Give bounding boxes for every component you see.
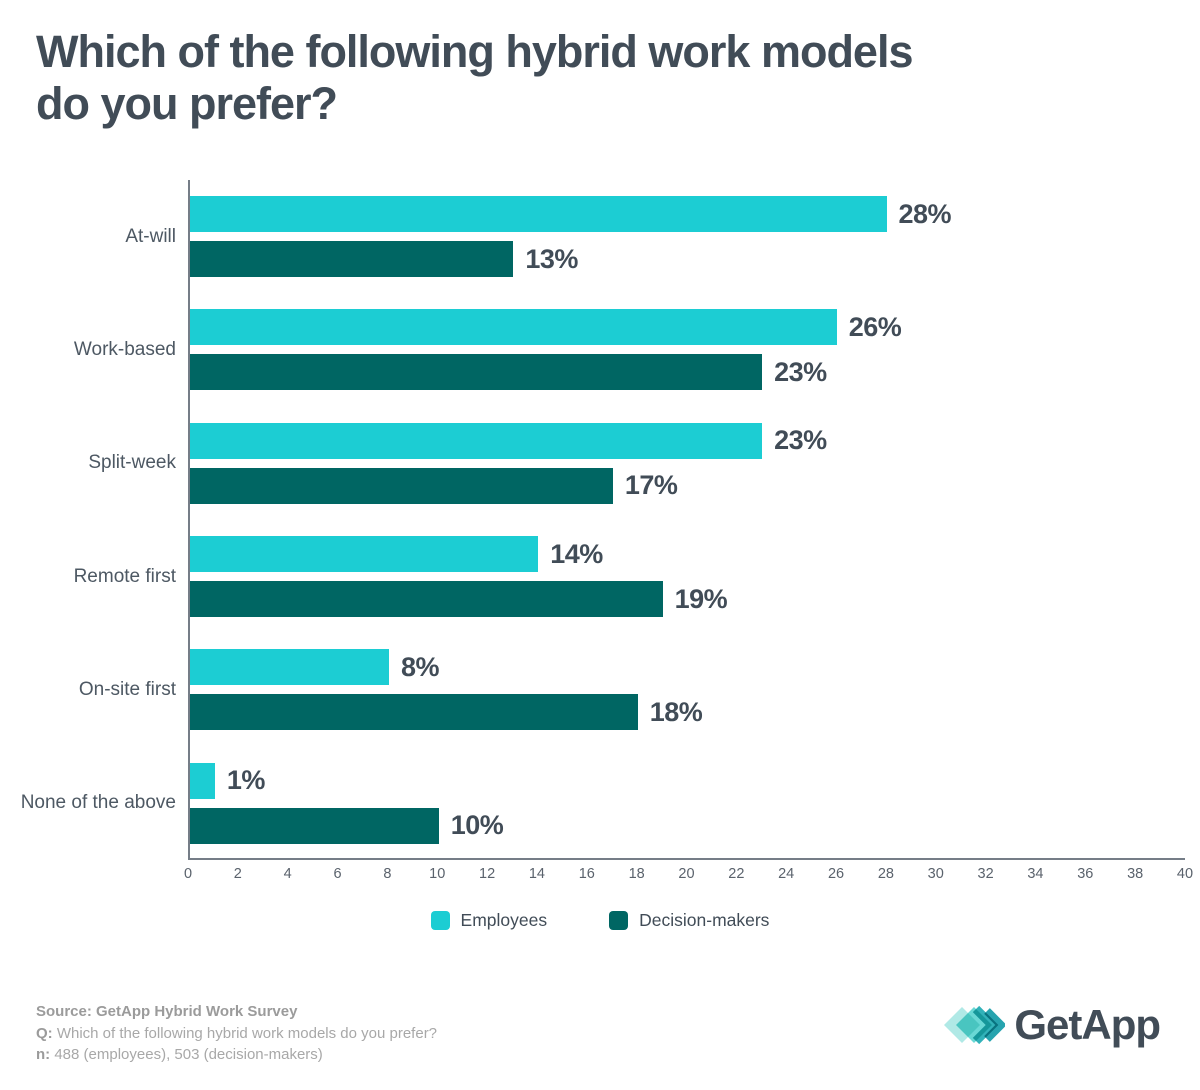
legend-item-employees: Employees xyxy=(430,910,548,931)
x-tick-label: 22 xyxy=(728,866,745,882)
bar-row: 13% xyxy=(190,241,1185,278)
x-tick-label: 40 xyxy=(1176,866,1194,882)
plot-area: 28% 13% 26% 23% 23% 17% 14% 19% 8% 18% 1% 10% xyxy=(188,180,1185,860)
bar-value-label: 14% xyxy=(550,538,603,569)
bar-group: 14% 19% xyxy=(190,520,1185,633)
footer-n-label: n: xyxy=(36,1046,51,1063)
bar-value-label: 18% xyxy=(649,696,703,727)
legend-swatch xyxy=(430,911,450,930)
bar-employees xyxy=(190,649,389,686)
category-label: Work-based xyxy=(73,338,176,360)
bar-row: 17% xyxy=(190,467,1185,504)
bar-value-label: 17% xyxy=(624,470,678,501)
bar-employees xyxy=(190,309,837,346)
category-label: On-site first xyxy=(78,678,176,700)
footer-source-line: Source: GetApp Hybrid Work Survey xyxy=(36,1001,437,1023)
legend-label: Decision-makers xyxy=(639,910,770,930)
bar-group: 26% 23% xyxy=(190,293,1185,406)
legend-swatch xyxy=(609,911,629,930)
footer-question-line: Q: Which of the following hybrid work mo… xyxy=(36,1023,437,1045)
bar-group: 1% 10% xyxy=(190,747,1185,860)
x-tick-label: 30 xyxy=(927,866,944,882)
x-tick-label: 16 xyxy=(578,866,595,882)
footer-q-label: Q: xyxy=(36,1024,53,1042)
bar-value-label: 13% xyxy=(525,243,578,274)
bar-value-label: 10% xyxy=(450,810,504,841)
category-labels: At-will Work-based Split-week Remote first O… xyxy=(0,180,176,860)
bar-row: 23% xyxy=(190,354,1185,391)
bar-value-label: 1% xyxy=(226,765,266,796)
getapp-logo: GetApp xyxy=(943,1000,1161,1050)
bar-value-label: 23% xyxy=(774,425,827,456)
bar-employees xyxy=(190,422,763,459)
x-tick-label: 12 xyxy=(479,866,496,882)
x-tick-label: 32 xyxy=(977,866,994,882)
x-tick-label: 4 xyxy=(283,866,292,882)
bar-decision-makers xyxy=(190,354,763,391)
footer-n-text: 488 (employees), 503 (decision-makers) xyxy=(54,1046,323,1063)
x-tick-label: 8 xyxy=(383,866,392,882)
footer-sample-line: n: 488 (employees), 503 (decision-makers… xyxy=(36,1044,437,1066)
getapp-logo-mark xyxy=(944,1005,1006,1045)
bar-value-label: 23% xyxy=(774,356,827,387)
x-tick-label: 6 xyxy=(333,866,342,882)
legend: Employees Decision-makers xyxy=(0,910,1200,931)
bar-decision-makers xyxy=(190,241,514,278)
bar-employees xyxy=(190,762,215,799)
chart-title-line1: Which of the following hybrid work model… xyxy=(36,26,913,77)
bar-value-label: 26% xyxy=(848,311,902,342)
x-tick-label: 36 xyxy=(1077,866,1094,882)
bar-row: 23% xyxy=(190,422,1185,459)
chart-title: Which of the following hybrid work model… xyxy=(36,26,913,130)
bar-group: 8% 18% xyxy=(190,633,1185,746)
bar-decision-makers xyxy=(190,694,638,731)
x-tick-label: 26 xyxy=(827,866,845,882)
bar-decision-makers xyxy=(190,467,613,504)
bar-value-label: 19% xyxy=(674,583,728,614)
x-tick-label: 20 xyxy=(678,866,695,882)
footer-q-text: Which of the following hybrid work model… xyxy=(56,1024,438,1042)
bar-row: 14% xyxy=(190,536,1185,573)
bar-row: 10% xyxy=(190,807,1185,844)
getapp-logo-text: GetApp xyxy=(1014,1001,1161,1048)
x-tick-label: 2 xyxy=(233,866,242,882)
bar-row: 19% xyxy=(190,581,1185,618)
category-label: Remote first xyxy=(73,565,176,587)
bar-group: 28% 13% xyxy=(190,180,1185,293)
legend-item-decision-makers: Decision-makers xyxy=(609,910,769,931)
bar-row: 1% xyxy=(190,762,1185,799)
legend-label: Employees xyxy=(460,910,548,930)
category-label: Split-week xyxy=(88,452,176,474)
bar-row: 8% xyxy=(190,649,1185,686)
x-tick-label: 38 xyxy=(1127,866,1144,882)
category-label: None of the above xyxy=(20,792,176,814)
x-tick-label: 14 xyxy=(528,866,546,882)
bar-decision-makers xyxy=(190,807,439,844)
x-tick-label: 18 xyxy=(628,866,645,882)
bar-decision-makers xyxy=(190,581,663,618)
bar-row: 18% xyxy=(190,694,1185,731)
x-tick-label: 24 xyxy=(778,866,795,882)
bar-group: 23% 17% xyxy=(190,407,1185,520)
bar-row: 26% xyxy=(190,309,1185,346)
x-tick-label: 0 xyxy=(183,866,193,882)
bar-value-label: 8% xyxy=(401,651,440,682)
bar-value-label: 28% xyxy=(898,198,952,229)
footer: Source: GetApp Hybrid Work Survey Q: Whi… xyxy=(36,1001,437,1066)
x-axis-ticks: 0 2 4 6 8 10 12 14 16 18 20 22 24 26 28 30 32 34 36 38 40 xyxy=(184,866,1193,890)
x-tick-label: 34 xyxy=(1027,866,1044,882)
bar-employees xyxy=(190,196,887,233)
x-tick-label: 10 xyxy=(429,866,446,882)
x-tick-label: 28 xyxy=(877,866,894,882)
bar-employees xyxy=(190,536,539,573)
bar-row: 28% xyxy=(190,196,1185,233)
category-label: At-will xyxy=(125,225,176,247)
footer-source-text: Source: GetApp Hybrid Work Survey xyxy=(36,1003,298,1020)
chart-title-line2: do you prefer? xyxy=(36,78,338,129)
